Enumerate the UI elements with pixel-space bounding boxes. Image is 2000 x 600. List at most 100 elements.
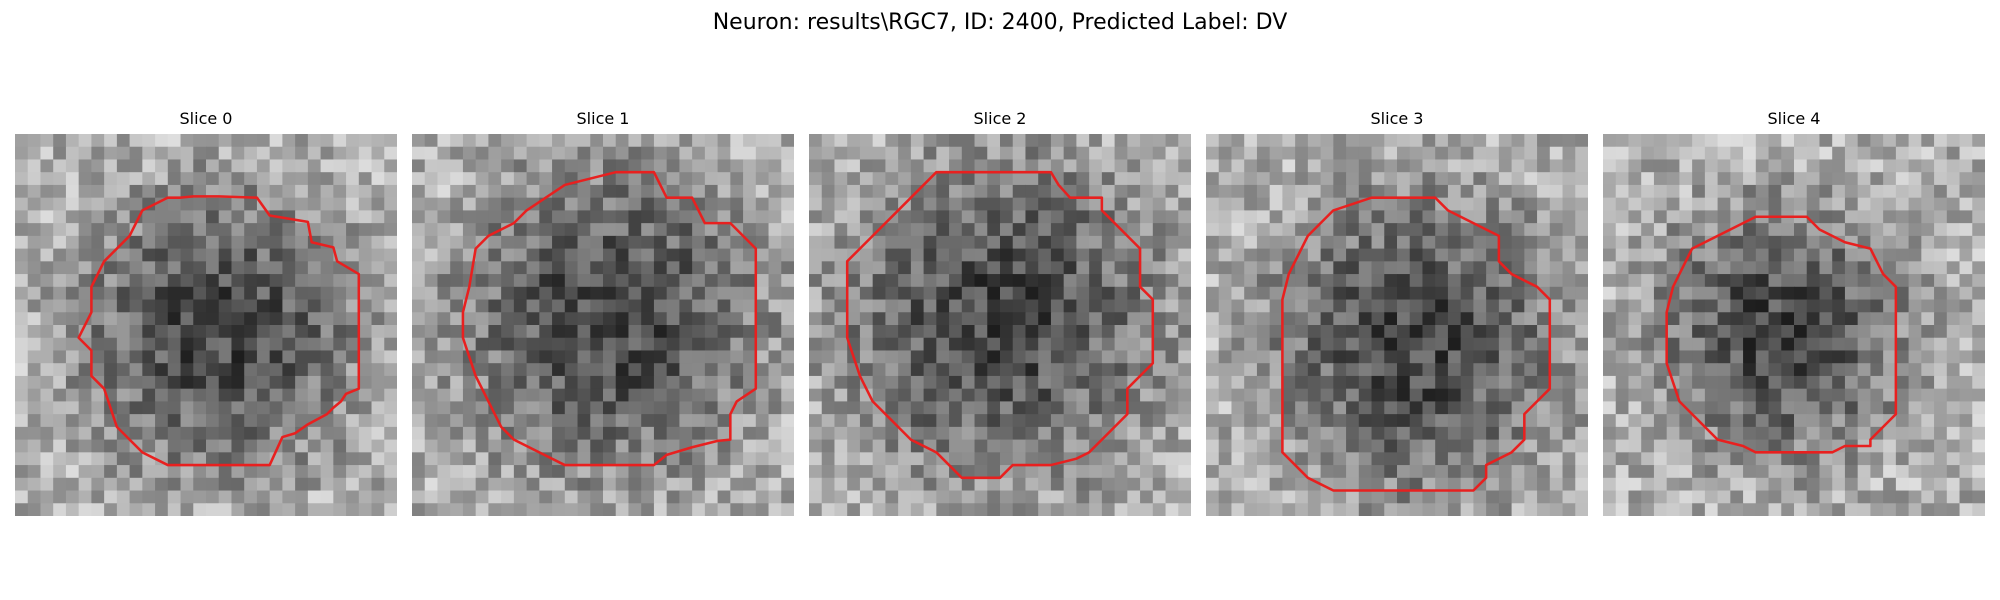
pixel bbox=[282, 350, 296, 364]
pixel bbox=[743, 299, 757, 313]
pixel bbox=[1435, 337, 1449, 351]
pixel bbox=[552, 223, 566, 237]
pixel bbox=[1870, 388, 1884, 402]
pixel bbox=[717, 197, 731, 211]
pixel bbox=[1794, 325, 1808, 339]
pixel bbox=[1730, 146, 1744, 160]
pixel bbox=[167, 248, 182, 262]
pixel bbox=[1346, 146, 1360, 160]
pixel bbox=[256, 388, 271, 402]
pixel bbox=[1537, 325, 1551, 339]
pixel bbox=[1358, 146, 1373, 160]
pixel bbox=[1038, 210, 1052, 224]
pixel bbox=[1653, 375, 1668, 390]
pixel bbox=[1615, 248, 1629, 262]
pixel bbox=[1152, 439, 1167, 453]
pixel bbox=[1498, 363, 1513, 377]
pixel bbox=[1140, 465, 1154, 479]
roi-contour bbox=[77, 195, 361, 467]
pixel bbox=[27, 248, 41, 262]
pixel bbox=[1704, 261, 1719, 275]
pixel bbox=[910, 248, 925, 262]
pixel bbox=[679, 401, 693, 415]
pixel bbox=[15, 350, 29, 364]
pixel bbox=[526, 363, 540, 377]
pixel bbox=[1844, 197, 1859, 211]
pixel bbox=[961, 312, 976, 326]
pixel bbox=[910, 490, 925, 504]
pixel bbox=[1755, 172, 1770, 186]
pixel bbox=[1473, 490, 1487, 504]
pixel bbox=[1320, 261, 1334, 275]
pixel bbox=[1038, 477, 1052, 492]
pixel bbox=[1806, 172, 1820, 186]
pixel bbox=[615, 146, 629, 160]
pixel bbox=[653, 401, 668, 415]
pixel bbox=[1575, 465, 1588, 479]
pixel bbox=[1231, 286, 1245, 301]
pixel bbox=[590, 452, 604, 466]
pixel bbox=[371, 350, 385, 364]
pixel bbox=[40, 197, 54, 211]
pixel bbox=[781, 465, 794, 479]
pixel bbox=[961, 426, 976, 441]
pixel bbox=[1012, 350, 1026, 364]
pixel bbox=[641, 325, 655, 339]
pixel bbox=[256, 414, 271, 428]
pixel bbox=[1114, 299, 1128, 313]
pixel bbox=[65, 235, 80, 250]
pixel bbox=[1908, 146, 1922, 160]
pixel bbox=[1231, 146, 1245, 160]
pixel bbox=[1819, 337, 1833, 351]
pixel bbox=[1895, 414, 1910, 428]
pixel bbox=[1307, 184, 1322, 199]
pixel bbox=[333, 299, 347, 313]
pixel bbox=[193, 248, 207, 262]
pixel bbox=[1127, 248, 1141, 262]
pixel bbox=[1114, 439, 1128, 453]
pixel bbox=[1959, 286, 1973, 301]
pixel bbox=[1178, 477, 1191, 492]
pixel bbox=[1908, 465, 1922, 479]
pixel bbox=[1537, 414, 1551, 428]
pixel bbox=[450, 197, 464, 211]
pixel bbox=[256, 363, 271, 377]
pixel bbox=[65, 465, 80, 479]
pixel bbox=[1486, 363, 1500, 377]
pixel bbox=[1781, 299, 1795, 313]
pixel bbox=[1127, 223, 1141, 237]
pixel bbox=[1883, 503, 1897, 516]
pixel bbox=[1282, 337, 1296, 351]
pixel bbox=[1127, 184, 1141, 199]
pixel bbox=[755, 465, 770, 479]
pixel bbox=[1666, 477, 1680, 492]
pixel bbox=[1295, 223, 1309, 237]
pixel bbox=[1089, 210, 1103, 224]
pixel bbox=[1524, 210, 1538, 224]
pixel bbox=[1870, 210, 1884, 224]
pixel bbox=[1857, 159, 1871, 173]
pixel bbox=[590, 299, 604, 313]
pixel bbox=[307, 159, 322, 173]
pixel bbox=[1486, 146, 1500, 160]
pixel bbox=[1692, 299, 1706, 313]
pixel bbox=[910, 414, 925, 428]
pixel bbox=[1218, 299, 1232, 313]
pixel bbox=[1435, 426, 1449, 441]
pixel bbox=[666, 325, 680, 339]
pixel bbox=[1730, 503, 1744, 516]
pixel bbox=[1256, 325, 1271, 339]
pixel bbox=[1562, 363, 1576, 377]
pixel bbox=[987, 299, 1001, 313]
pixel bbox=[1524, 159, 1538, 173]
pixel bbox=[1832, 146, 1846, 160]
pixel bbox=[1206, 375, 1220, 390]
pixel bbox=[1063, 146, 1077, 160]
pixel bbox=[885, 159, 899, 173]
pixel bbox=[142, 414, 156, 428]
pixel bbox=[1959, 490, 1973, 504]
pixel bbox=[1178, 210, 1191, 224]
pixel bbox=[1562, 286, 1576, 301]
pixel bbox=[1921, 210, 1935, 224]
pixel bbox=[898, 172, 912, 186]
